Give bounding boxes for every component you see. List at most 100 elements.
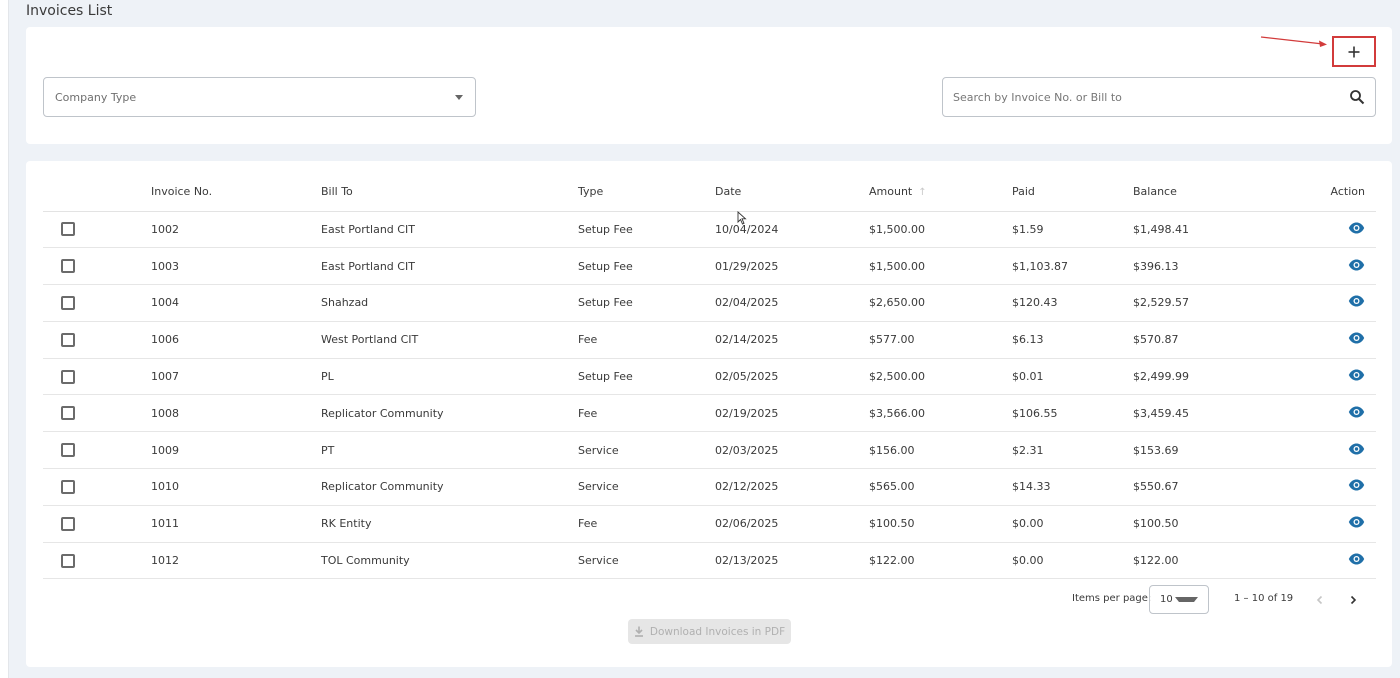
eye-icon[interactable] xyxy=(1348,295,1365,310)
row-checkbox[interactable] xyxy=(61,553,75,568)
cell-action xyxy=(1313,431,1376,470)
cell-invoice-no: 1012 xyxy=(151,542,321,580)
header-action: Action xyxy=(1313,173,1376,212)
row-select-cell xyxy=(43,211,151,249)
cell-date: 01/29/2025 xyxy=(715,247,869,286)
header-bill-to[interactable]: Bill To xyxy=(321,173,578,212)
cell-action xyxy=(1313,247,1376,286)
row-checkbox[interactable] xyxy=(61,332,75,347)
caret-down-icon xyxy=(455,94,463,100)
cell-invoice-no: 1004 xyxy=(151,284,321,322)
cell-bill-to: PL xyxy=(321,358,578,396)
cell-type: Fee xyxy=(578,505,715,543)
previous-page-button[interactable] xyxy=(1308,588,1332,612)
cell-amount: $122.00 xyxy=(869,542,1012,580)
row-checkbox[interactable] xyxy=(61,516,75,531)
table-row: 1008 Replicator Community Fee 02/19/2025 $3,… xyxy=(43,394,1376,433)
cell-paid: $14.33 xyxy=(1012,468,1133,506)
sort-arrow-icon: ↑ xyxy=(918,187,927,199)
cell-date: 02/06/2025 xyxy=(715,505,869,543)
cell-invoice-no: 1010 xyxy=(151,468,321,506)
cell-type: Setup Fee xyxy=(578,358,715,396)
annotation-arrow xyxy=(1260,36,1327,47)
cell-date: 02/04/2025 xyxy=(715,284,869,322)
eye-icon[interactable] xyxy=(1348,516,1365,531)
header-invoice-no[interactable]: Invoice No. xyxy=(151,173,321,212)
cell-paid: $2.31 xyxy=(1012,431,1133,470)
company-type-select[interactable]: Company Type xyxy=(43,77,476,117)
header-amount-label: Amount xyxy=(869,185,913,199)
header-amount[interactable]: Amount ↑ xyxy=(869,173,1012,212)
download-pdf-button[interactable]: Download Invoices in PDF xyxy=(628,619,791,644)
row-checkbox[interactable] xyxy=(61,406,75,421)
eye-icon[interactable] xyxy=(1348,259,1365,274)
search-icon[interactable] xyxy=(1349,89,1365,105)
cell-action xyxy=(1313,505,1376,543)
page-range-label: 1 – 10 of 19 xyxy=(1234,593,1294,604)
cell-action xyxy=(1313,358,1376,396)
cell-balance: $2,499.99 xyxy=(1133,358,1313,396)
eye-icon[interactable] xyxy=(1348,406,1365,421)
cell-amount: $156.00 xyxy=(869,431,1012,470)
row-select-cell xyxy=(43,284,151,322)
cell-bill-to: Replicator Community xyxy=(321,394,578,433)
cell-action xyxy=(1313,468,1376,506)
cell-bill-to: TOL Community xyxy=(321,542,578,580)
table-row: 1007 PL Setup Fee 02/05/2025 $2,500.00 $0.01 $… xyxy=(43,358,1376,396)
eye-icon[interactable] xyxy=(1348,222,1365,237)
caret-down-icon xyxy=(1175,597,1198,602)
row-select-cell xyxy=(43,505,151,543)
table-row: 1009 PT Service 02/03/2025 $156.00 $2.31 $153.… xyxy=(43,431,1376,470)
cell-balance: $1,498.41 xyxy=(1133,211,1313,249)
next-page-button[interactable] xyxy=(1341,588,1365,612)
cell-invoice-no: 1003 xyxy=(151,247,321,286)
row-checkbox[interactable] xyxy=(61,295,75,310)
eye-icon[interactable] xyxy=(1348,443,1365,458)
page-title: Invoices List xyxy=(26,3,113,19)
cell-bill-to: Shahzad xyxy=(321,284,578,322)
header-date[interactable]: Date xyxy=(715,173,869,212)
cell-balance: $122.00 xyxy=(1133,542,1313,580)
filter-card: Company Type xyxy=(26,27,1392,144)
table-row: 1004 Shahzad Setup Fee 02/04/2025 $2,650.00 $… xyxy=(43,284,1376,322)
items-per-page-label: Items per page: xyxy=(1072,593,1152,604)
cell-type: Setup Fee xyxy=(578,284,715,322)
header-balance[interactable]: Balance xyxy=(1133,173,1313,212)
cell-balance: $570.87 xyxy=(1133,321,1313,359)
cell-balance: $3,459.45 xyxy=(1133,394,1313,433)
cell-balance: $2,529.57 xyxy=(1133,284,1313,322)
cell-balance: $153.69 xyxy=(1133,431,1313,470)
eye-icon[interactable] xyxy=(1348,553,1365,568)
eye-icon[interactable] xyxy=(1348,479,1365,494)
row-checkbox[interactable] xyxy=(61,443,75,458)
plus-icon xyxy=(1348,46,1360,57)
add-invoice-button[interactable] xyxy=(1332,36,1376,67)
header-type[interactable]: Type xyxy=(578,173,715,212)
cell-paid: $106.55 xyxy=(1012,394,1133,433)
cell-action xyxy=(1313,394,1376,433)
header-paid[interactable]: Paid xyxy=(1012,173,1133,212)
eye-icon[interactable] xyxy=(1348,332,1365,347)
search-input[interactable] xyxy=(953,90,1349,104)
row-checkbox[interactable] xyxy=(61,369,75,384)
items-per-page-select[interactable]: 10 xyxy=(1149,585,1209,614)
eye-icon[interactable] xyxy=(1348,369,1365,384)
paginator: Items per page: 10 1 – 10 of 19 xyxy=(26,585,1392,615)
cell-bill-to: West Portland CIT xyxy=(321,321,578,359)
table-row: 1006 West Portland CIT Fee 02/14/2025 $577.0… xyxy=(43,321,1376,359)
row-checkbox[interactable] xyxy=(61,259,75,274)
cell-invoice-no: 1011 xyxy=(151,505,321,543)
search-field[interactable] xyxy=(942,77,1376,117)
table-row: 1003 East Portland CIT Setup Fee 01/29/2025… xyxy=(43,247,1376,286)
cell-date: 02/05/2025 xyxy=(715,358,869,396)
cell-amount: $1,500.00 xyxy=(869,247,1012,286)
cell-amount: $2,500.00 xyxy=(869,358,1012,396)
row-checkbox[interactable] xyxy=(61,222,75,237)
cell-type: Fee xyxy=(578,394,715,433)
cell-date: 02/03/2025 xyxy=(715,431,869,470)
header-select xyxy=(43,173,151,212)
row-checkbox[interactable] xyxy=(61,479,75,494)
row-select-cell xyxy=(43,542,151,580)
cell-date: 02/13/2025 xyxy=(715,542,869,580)
cell-bill-to: PT xyxy=(321,431,578,470)
